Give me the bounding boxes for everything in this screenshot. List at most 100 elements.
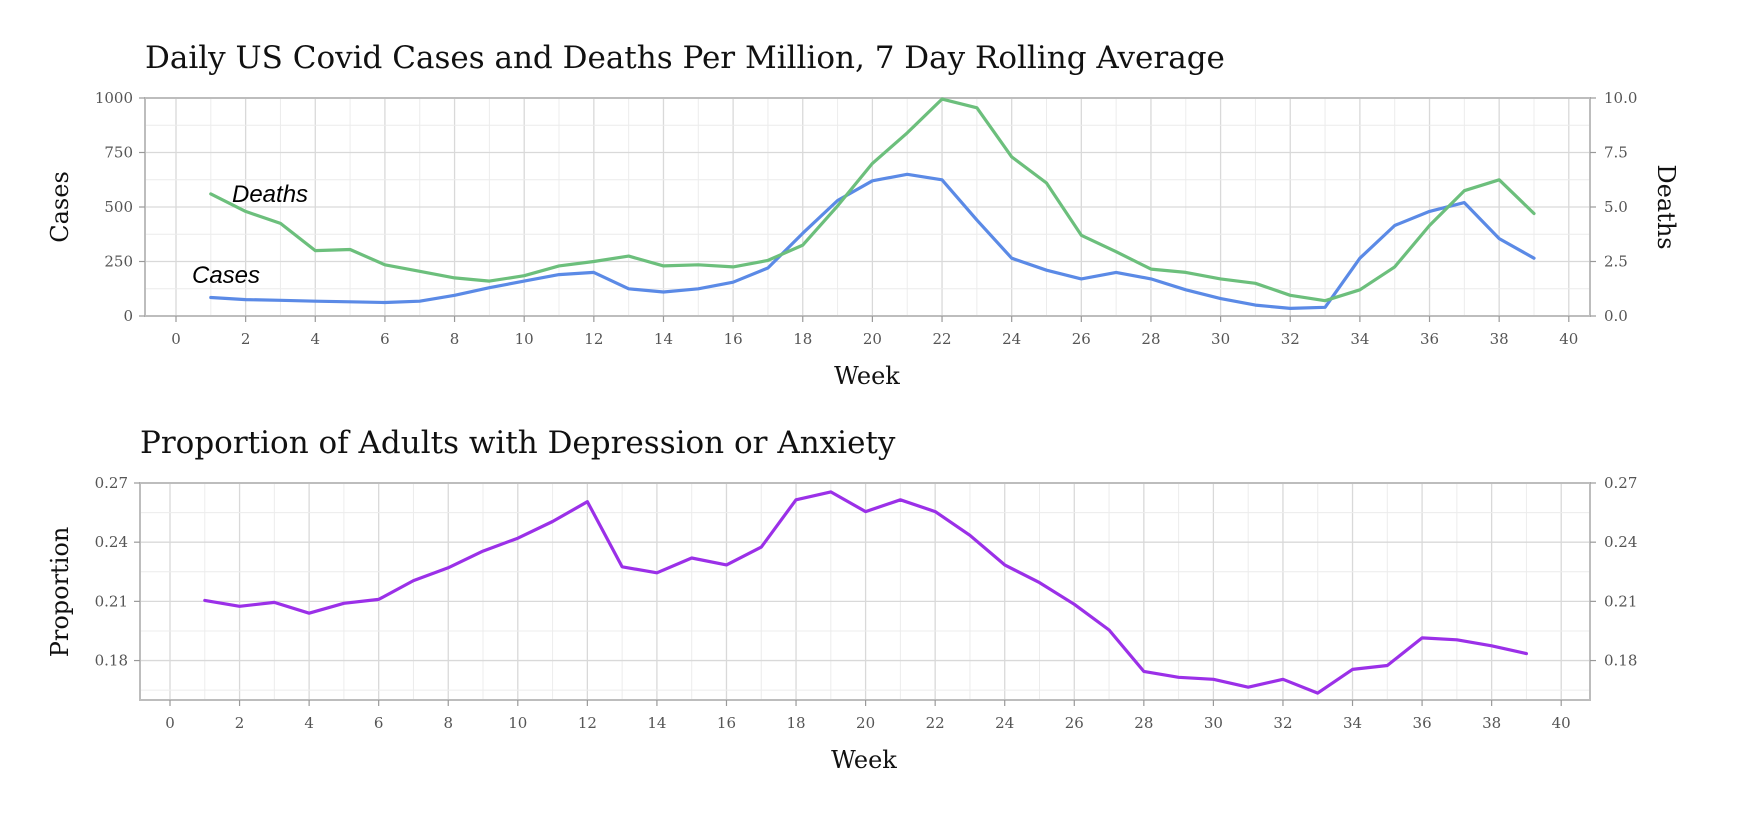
chart-title: Daily US Covid Cases and Deaths Per Mill… [145, 40, 1225, 76]
data-point-proportion [1490, 644, 1493, 647]
y-tick-label-right: 0.0 [1604, 307, 1628, 325]
data-point-deaths [1533, 212, 1535, 215]
x-tick-label: 40 [1552, 714, 1571, 732]
data-point-cases [976, 219, 978, 221]
data-point-cases [1393, 224, 1396, 227]
data-point-proportion [1282, 678, 1284, 681]
data-point-cases [906, 173, 909, 176]
data-point-cases [384, 301, 386, 304]
data-point-deaths [871, 162, 874, 165]
data-point-proportion [1212, 678, 1215, 681]
x-tick-label: 20 [856, 714, 875, 732]
y-axis-label: Proportion [46, 527, 74, 658]
data-point-deaths [1219, 278, 1222, 280]
x-tick-label: 30 [1204, 714, 1223, 732]
data-point-deaths [732, 266, 734, 268]
data-point-proportion [482, 550, 484, 552]
grid [145, 97, 1590, 317]
x-tick-label: 36 [1413, 714, 1432, 732]
data-point-cases [1045, 269, 1048, 272]
grid [140, 482, 1590, 700]
y-tick-label-right: 0.27 [1604, 474, 1637, 492]
data-point-proportion [760, 546, 763, 548]
chart-title: Proportion of Adults with Depression or … [140, 425, 896, 461]
data-point-deaths [801, 244, 804, 246]
data-point-cases [1498, 237, 1500, 240]
data-point-deaths [384, 263, 386, 266]
data-point-cases [488, 286, 491, 289]
data-point-cases [1219, 297, 1222, 300]
x-tick-label: 26 [1072, 330, 1091, 348]
annotation-deaths: Deaths [232, 181, 308, 208]
data-point-proportion [1177, 676, 1180, 679]
data-point-proportion [934, 510, 936, 513]
x-tick-label: 0 [165, 714, 175, 732]
x-tick-label: 38 [1490, 330, 1509, 348]
data-point-proportion [864, 510, 867, 513]
data-point-deaths [627, 255, 630, 257]
y-tick-label: 0.21 [95, 592, 128, 610]
data-point-deaths [1010, 156, 1013, 158]
x-tick-label: 34 [1343, 714, 1362, 732]
x-axis-label: Week [834, 362, 900, 390]
x-tick-label: 24 [1002, 330, 1021, 348]
data-point-deaths [1080, 234, 1083, 237]
tick-labels: 0 2 4 6 8 10 12 14 16 18 20 22 24 26 28 30 32 34 36 38 400.1… [95, 474, 1638, 732]
x-tick-label: 26 [1065, 714, 1084, 732]
data-point-proportion [412, 579, 415, 582]
data-point-deaths [1045, 182, 1048, 184]
x-tick-label: 18 [786, 714, 805, 732]
data-point-deaths [1428, 224, 1431, 227]
data-point-cases [1150, 278, 1152, 280]
data-point-deaths [941, 98, 943, 100]
y-tick-label: 0.27 [95, 474, 128, 492]
data-point-proportion [656, 571, 658, 574]
x-tick-label: 0 [171, 330, 181, 348]
y-tick-label-right: 0.18 [1604, 652, 1637, 670]
data-point-cases [1115, 271, 1117, 274]
data-point-deaths [314, 249, 317, 252]
y-tick-label: 1000 [95, 89, 133, 107]
y-tick-label: 250 [104, 253, 133, 271]
data-point-cases [1359, 257, 1361, 260]
data-point-cases [558, 273, 560, 276]
data-point-deaths [1254, 282, 1257, 285]
data-point-proportion [586, 500, 589, 503]
data-point-deaths [1115, 250, 1117, 253]
data-point-proportion [830, 491, 832, 493]
y-tick-label-right: 7.5 [1604, 144, 1628, 162]
x-tick-label: 12 [578, 714, 597, 732]
data-point-cases [697, 287, 700, 290]
data-point-deaths [558, 265, 560, 267]
data-point-proportion [203, 599, 206, 602]
data-point-cases [453, 294, 456, 297]
data-point-cases [1463, 201, 1466, 204]
data-point-proportion [551, 520, 554, 523]
x-tick-label: 30 [1211, 330, 1230, 348]
x-tick-label: 34 [1350, 330, 1369, 348]
y-tick-label: 0.24 [95, 533, 128, 551]
depression-chart-panel: Proportion of Adults with Depression or … [46, 425, 1637, 774]
x-tick-label: 22 [932, 330, 951, 348]
data-point-proportion [1108, 629, 1110, 631]
data-point-deaths [1150, 268, 1152, 270]
data-point-deaths [1498, 178, 1500, 181]
x-tick-label: 28 [1141, 330, 1160, 348]
x-tick-label: 40 [1559, 330, 1578, 348]
x-tick-label: 28 [1134, 714, 1153, 732]
data-point-cases [1533, 257, 1535, 260]
x-tick-label: 4 [304, 714, 314, 732]
y-tick-label-right: 0.24 [1604, 533, 1637, 551]
data-point-proportion [621, 566, 623, 568]
x-tick-label: 16 [717, 714, 736, 732]
x-tick-label: 6 [374, 714, 384, 732]
data-point-cases [871, 180, 874, 182]
data-point-proportion [1525, 652, 1528, 655]
data-point-deaths [418, 270, 421, 273]
y-axis-label: Cases [46, 171, 74, 243]
y-tick-label: 750 [104, 144, 133, 162]
data-point-deaths [593, 260, 595, 263]
x-tick-label: 38 [1482, 714, 1501, 732]
data-point-deaths [453, 277, 456, 279]
data-point-proportion [273, 601, 276, 604]
